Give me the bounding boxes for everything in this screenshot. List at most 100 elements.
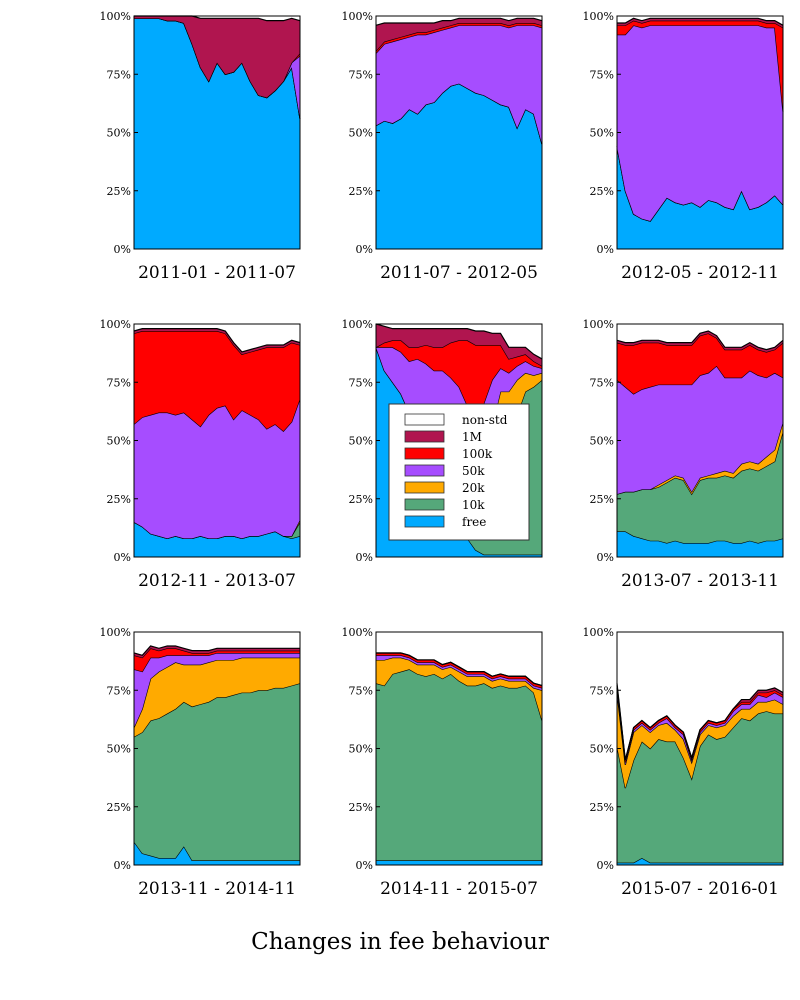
- y-tick-label: 25%: [590, 493, 614, 506]
- boundary-1M: [376, 652, 543, 687]
- y-tick-label: 100%: [342, 318, 373, 331]
- area-100k: [617, 333, 783, 394]
- y-tick-label: 50%: [590, 435, 614, 448]
- area-1M: [134, 16, 300, 98]
- legend-swatch-10k: [404, 498, 445, 511]
- legend-label-10k: 10k: [462, 498, 485, 512]
- legend-label-non-std: non-std: [462, 413, 508, 427]
- area-50k: [376, 25, 542, 145]
- area-100k: [376, 652, 542, 688]
- figure-title: Changes in fee behaviour: [251, 929, 549, 955]
- area-100k: [134, 648, 300, 672]
- y-tick-label: 50%: [349, 435, 373, 448]
- area-50k: [134, 398, 300, 539]
- y-tick-label: 50%: [590, 743, 614, 756]
- area-1M: [617, 683, 783, 761]
- y-tick-label: 50%: [107, 127, 131, 140]
- panel-label: 2012-11 - 2013-07: [138, 571, 296, 591]
- panel-label: 2013-07 - 2013-11: [621, 571, 779, 591]
- y-tick-label: 25%: [107, 493, 131, 506]
- area-20k: [376, 347, 542, 539]
- y-tick-label: 0%: [356, 243, 373, 256]
- area-10k: [134, 683, 300, 861]
- y-tick-label: 0%: [114, 551, 131, 564]
- panel-label: 2012-05 - 2012-11: [621, 263, 779, 283]
- chart-panel-9: 0% 25% 50% 75% 100% 2015-07 - 2016-01: [583, 626, 784, 899]
- y-tick-label: 50%: [590, 127, 614, 140]
- y-tick-label: 50%: [349, 743, 373, 756]
- panel-label: 2011-01 - 2011-07: [138, 263, 296, 283]
- legend: non-std 1M 100k 50k 20k 10k free: [388, 403, 530, 541]
- chart-panel-1: 0% 25% 50% 75% 100% 2011-01 - 2011-07: [100, 10, 301, 283]
- y-tick-label: 25%: [107, 185, 131, 198]
- legend-label-50k: 50k: [462, 464, 485, 478]
- chart-panel-2: 0% 25% 50% 75% 100% 2011-07 - 2012-05: [342, 10, 543, 283]
- y-tick-label: 0%: [356, 859, 373, 872]
- y-tick-label: 25%: [349, 493, 373, 506]
- y-tick-label: 75%: [107, 684, 131, 697]
- area-free: [617, 531, 783, 557]
- legend-label-100k: 100k: [462, 447, 493, 461]
- area-20k: [134, 657, 300, 737]
- y-tick-label: 50%: [107, 435, 131, 448]
- area-10k: [617, 711, 783, 863]
- boundary-1M: [616, 683, 784, 761]
- y-tick-label: 0%: [597, 859, 614, 872]
- chart-panel-6: 0% 25% 50% 75% 100% 2013-07 - 2013-11: [583, 318, 784, 591]
- area-50k: [617, 687, 783, 765]
- y-tick-label: 0%: [597, 551, 614, 564]
- legend-label-20k: 20k: [462, 481, 485, 495]
- y-tick-label: 100%: [100, 10, 131, 23]
- y-tick-label: 25%: [107, 801, 131, 814]
- legend-label-1M: 1M: [462, 430, 482, 444]
- legend-label-free: free: [462, 515, 486, 529]
- area-free: [134, 522, 300, 557]
- area-50k: [617, 25, 783, 222]
- y-tick-label: 100%: [583, 626, 614, 639]
- y-tick-label: 75%: [590, 68, 614, 81]
- y-tick-label: 0%: [597, 243, 614, 256]
- legend-swatch-non-std: [404, 413, 445, 426]
- y-tick-label: 75%: [349, 376, 373, 389]
- y-tick-label: 25%: [349, 185, 373, 198]
- y-tick-label: 75%: [590, 684, 614, 697]
- area-10k: [376, 669, 542, 861]
- y-tick-label: 0%: [114, 243, 131, 256]
- y-tick-label: 100%: [342, 626, 373, 639]
- boundary-1M: [375, 17, 543, 26]
- chart-panel-8: 0% 25% 50% 75% 100% 2014-11 - 2015-07: [342, 626, 543, 899]
- area-1M: [376, 18, 542, 51]
- legend-swatch-100k: [404, 447, 445, 460]
- panel-label: 2014-11 - 2015-07: [380, 879, 538, 899]
- panel-label: 2011-07 - 2012-05: [380, 263, 538, 283]
- y-tick-label: 75%: [590, 376, 614, 389]
- area-free: [376, 83, 542, 249]
- area-50k: [134, 652, 300, 728]
- area-100k: [134, 330, 300, 432]
- area-50k: [376, 655, 542, 691]
- boundary-1M: [133, 645, 300, 656]
- chart-panel-7: 0% 25% 50% 75% 100% 2013-11 - 2014-11: [100, 626, 301, 899]
- y-tick-label: 75%: [107, 376, 131, 389]
- area-20k: [376, 657, 542, 721]
- y-tick-label: 100%: [583, 10, 614, 23]
- y-tick-label: 100%: [100, 318, 131, 331]
- area-1M: [617, 18, 783, 28]
- legend-swatch-50k: [404, 464, 445, 477]
- area-100k: [376, 340, 542, 415]
- area-free: [134, 841, 300, 865]
- y-tick-label: 75%: [107, 68, 131, 81]
- area-20k: [617, 421, 783, 495]
- area-free: [376, 860, 542, 865]
- boundary-1M: [616, 330, 784, 351]
- y-tick-label: 75%: [349, 684, 373, 697]
- panel-label: 2015-07 - 2016-01: [621, 879, 779, 899]
- y-tick-label: 100%: [583, 318, 614, 331]
- y-tick-label: 100%: [100, 626, 131, 639]
- y-tick-label: 75%: [349, 68, 373, 81]
- y-tick-label: 25%: [590, 801, 614, 814]
- boundary-1M: [375, 323, 543, 360]
- area-free: [134, 18, 300, 249]
- y-tick-label: 50%: [107, 743, 131, 756]
- area-100k: [617, 685, 783, 763]
